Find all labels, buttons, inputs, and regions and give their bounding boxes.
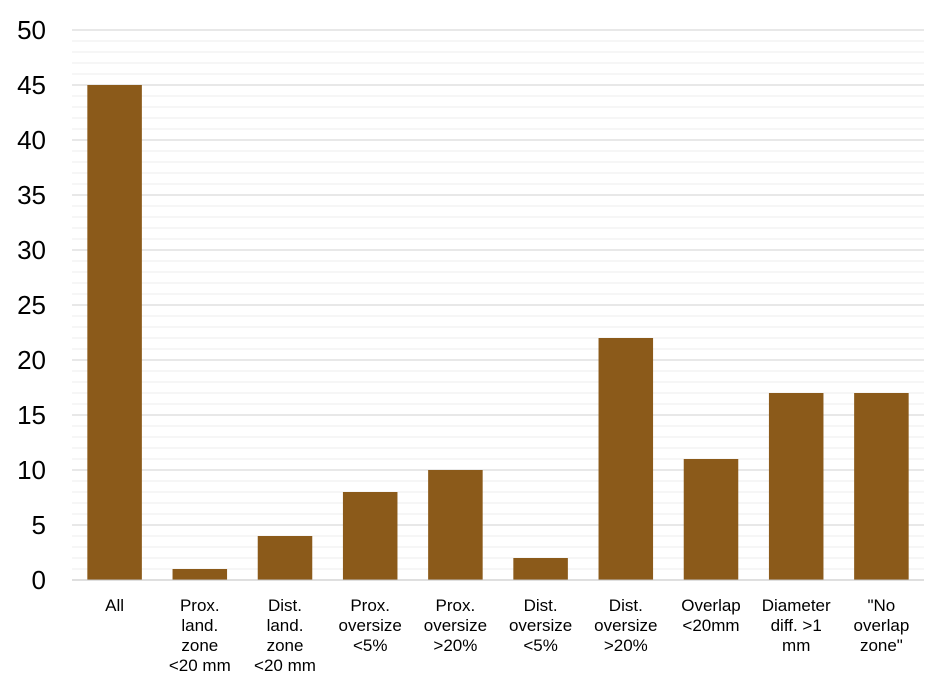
x-tick-label: All [105, 596, 124, 615]
x-tick-label: Dist. oversize <5% [509, 596, 572, 655]
y-tick-label: 45 [17, 70, 46, 100]
x-tick-label: Diameter diff. >1 mm [762, 596, 831, 655]
bar [172, 569, 228, 580]
x-tick-label: Prox. oversize >20% [424, 596, 487, 655]
y-tick-label: 30 [17, 235, 46, 265]
bar [598, 338, 654, 580]
bar [87, 85, 142, 580]
y-axis: 0 5 10 15 20 25 30 35 40 45 50 [17, 15, 46, 595]
bar [683, 459, 739, 580]
bar [342, 492, 398, 580]
x-tick-label: "No overlap zone" [854, 596, 910, 655]
y-tick-label: 25 [17, 290, 46, 320]
bars [87, 85, 909, 580]
bar [428, 470, 483, 580]
x-tick-label: Overlap <20mm [681, 596, 741, 635]
y-tick-label: 10 [17, 455, 46, 485]
y-tick-label: 5 [32, 510, 46, 540]
bar [854, 393, 909, 580]
x-axis: All Prox. land. zone <20 mm Dist. land. zone <20… [72, 579, 924, 675]
y-tick-label: 20 [17, 345, 46, 375]
bar [768, 393, 824, 580]
x-tick-label: Prox. oversize <5% [339, 596, 402, 655]
y-tick-label: 40 [17, 125, 46, 155]
x-tick-label: Dist. land. zone <20 mm [254, 596, 316, 675]
y-tick-label: 0 [32, 565, 46, 595]
y-tick-label: 35 [17, 180, 46, 210]
bar [257, 536, 313, 580]
y-tick-label: 50 [17, 15, 46, 45]
bar [513, 558, 568, 580]
x-tick-label: Prox. land. zone <20 mm [169, 596, 231, 675]
x-tick-label: Dist. oversize >20% [594, 596, 657, 655]
y-tick-label: 15 [17, 400, 46, 430]
